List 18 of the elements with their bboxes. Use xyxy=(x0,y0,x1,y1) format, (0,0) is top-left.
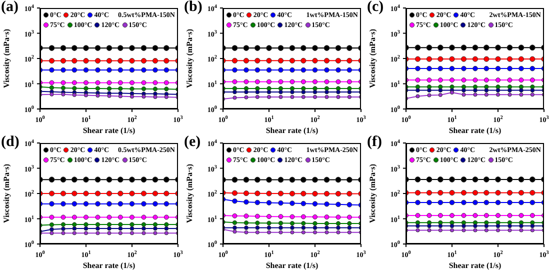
x-axis-title: Shear rate (1/s) xyxy=(448,126,502,135)
x-axis-title: Shear rate (1/s) xyxy=(266,126,318,135)
chart-title: (e) xyxy=(184,133,201,151)
chart-title: (c) xyxy=(367,0,384,16)
y-axis-title: Viscosity (mPa·s) xyxy=(2,28,11,88)
x-axis-title: Shear rate (1/s) xyxy=(266,261,318,270)
chart-title: (f) xyxy=(367,133,382,151)
x-axis-title: Shear rate (1/s) xyxy=(82,126,136,135)
chart-title: (b) xyxy=(184,0,202,16)
y-axis-title: Viscosity (mPa·s) xyxy=(184,164,194,224)
y-axis-title: Viscosity (mPa·s) xyxy=(184,28,194,88)
x-axis-title: Shear rate (1/s) xyxy=(448,261,502,270)
chart-title: (d) xyxy=(1,133,20,151)
x-axis-title: Shear rate (1/s) xyxy=(82,261,136,270)
y-axis-title: Viscosity (mPa·s) xyxy=(368,164,377,224)
y-axis-title: Viscosity (mPa·s) xyxy=(2,164,11,224)
chart-title: (a) xyxy=(1,0,18,16)
y-axis-title: Viscosity (mPa·s) xyxy=(368,28,377,88)
